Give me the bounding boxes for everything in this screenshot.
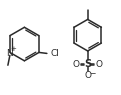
Text: O: O <box>96 60 103 69</box>
Text: S: S <box>84 59 91 69</box>
Text: Cl: Cl <box>51 49 60 58</box>
Text: −: − <box>89 70 95 79</box>
Text: $\mathregular{N}$: $\mathregular{N}$ <box>6 47 14 58</box>
Text: +: + <box>10 46 16 52</box>
Text: O: O <box>84 71 91 80</box>
Text: O: O <box>73 60 80 69</box>
